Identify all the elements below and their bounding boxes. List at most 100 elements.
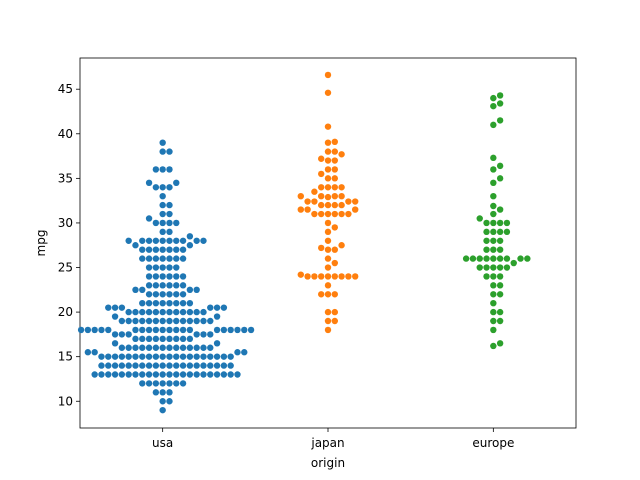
data-point-japan	[324, 308, 332, 316]
data-point-usa	[111, 362, 119, 369]
data-point-usa	[193, 317, 200, 325]
data-point-usa	[132, 344, 139, 351]
data-point-usa	[173, 291, 180, 298]
data-point-usa	[207, 317, 214, 325]
x-axis: usa japan europe	[152, 428, 514, 450]
data-point-japan	[324, 282, 332, 289]
data-point-usa	[152, 380, 160, 387]
data-point-europe	[496, 92, 504, 99]
data-point-japan	[318, 155, 325, 162]
data-point-japan	[318, 170, 325, 178]
data-point-usa	[220, 304, 228, 311]
data-point-europe	[483, 255, 490, 262]
data-point-usa	[105, 353, 112, 360]
data-point-usa	[159, 317, 166, 325]
data-point-usa	[247, 326, 255, 334]
data-point-usa	[179, 299, 187, 307]
data-point-japan	[324, 237, 332, 244]
data-point-japan	[304, 273, 311, 280]
data-point-europe	[483, 219, 490, 227]
data-point-japan	[331, 308, 338, 316]
data-point-usa	[173, 371, 180, 378]
data-point-usa	[173, 353, 180, 360]
data-point-usa	[111, 371, 119, 378]
data-point-usa	[118, 304, 126, 311]
data-point-usa	[207, 331, 214, 338]
data-point-usa	[145, 264, 153, 271]
data-point-europe	[496, 162, 504, 170]
data-point-europe	[490, 94, 497, 102]
data-point-usa	[152, 371, 160, 378]
data-point-usa	[166, 228, 173, 236]
data-point-japan	[324, 264, 332, 271]
data-point-usa	[159, 326, 166, 334]
data-point-europe	[483, 237, 490, 244]
data-point-usa	[179, 255, 187, 262]
data-point-japan	[311, 188, 318, 195]
data-point-usa	[159, 184, 166, 191]
data-point-usa	[152, 335, 160, 343]
data-point-europe	[496, 117, 504, 124]
data-point-europe	[490, 154, 497, 162]
data-point-usa	[159, 380, 166, 387]
data-point-usa	[227, 362, 234, 369]
data-point-japan	[324, 175, 332, 182]
data-point-usa	[220, 353, 228, 360]
data-point-usa	[118, 331, 126, 338]
x-axis-label: origin	[311, 456, 345, 470]
data-point-usa	[125, 362, 132, 369]
data-point-usa	[166, 389, 173, 396]
data-point-usa	[118, 344, 126, 351]
data-point-usa	[173, 380, 180, 387]
data-point-japan	[304, 198, 311, 205]
data-point-usa	[145, 344, 153, 351]
data-points	[77, 71, 531, 414]
data-point-usa	[111, 313, 119, 320]
data-point-japan	[318, 210, 325, 218]
data-point-usa	[241, 326, 248, 334]
data-point-usa	[207, 371, 214, 378]
data-point-usa	[166, 380, 173, 387]
data-point-usa	[166, 264, 173, 271]
data-point-japan	[324, 139, 332, 146]
data-point-usa	[118, 353, 126, 360]
data-point-usa	[145, 335, 153, 343]
data-point-usa	[213, 353, 221, 360]
data-point-europe	[490, 102, 497, 110]
data-point-europe	[503, 228, 511, 236]
data-point-japan	[324, 157, 332, 164]
data-point-usa	[132, 317, 139, 325]
data-point-usa	[152, 389, 160, 396]
data-point-europe	[496, 175, 504, 182]
data-point-usa	[145, 237, 153, 244]
data-point-japan	[331, 201, 338, 209]
data-point-usa	[145, 299, 153, 307]
data-point-usa	[132, 362, 139, 369]
data-point-usa	[173, 264, 180, 271]
data-point-europe	[496, 264, 504, 271]
data-point-usa	[193, 353, 200, 360]
data-point-usa	[152, 184, 160, 191]
data-point-usa	[145, 246, 153, 253]
data-point-europe	[496, 282, 504, 289]
data-point-usa	[179, 246, 187, 253]
data-point-japan	[338, 201, 345, 209]
data-point-usa	[173, 273, 180, 280]
data-point-usa	[166, 398, 173, 405]
data-point-europe	[490, 255, 497, 262]
data-point-japan	[318, 291, 325, 298]
data-point-usa	[105, 371, 112, 378]
data-point-usa	[118, 362, 126, 369]
data-point-japan	[331, 166, 338, 173]
data-point-usa	[159, 228, 166, 236]
data-point-japan	[331, 138, 338, 146]
data-point-usa	[159, 389, 166, 396]
data-point-japan	[324, 193, 332, 201]
data-point-usa	[84, 326, 92, 334]
x-tick-label-europe: europe	[472, 436, 514, 450]
data-point-usa	[145, 282, 153, 289]
data-point-usa	[207, 344, 214, 351]
x-tick-label-usa: usa	[152, 436, 173, 450]
data-point-usa	[111, 304, 119, 311]
data-point-japan	[318, 244, 325, 252]
